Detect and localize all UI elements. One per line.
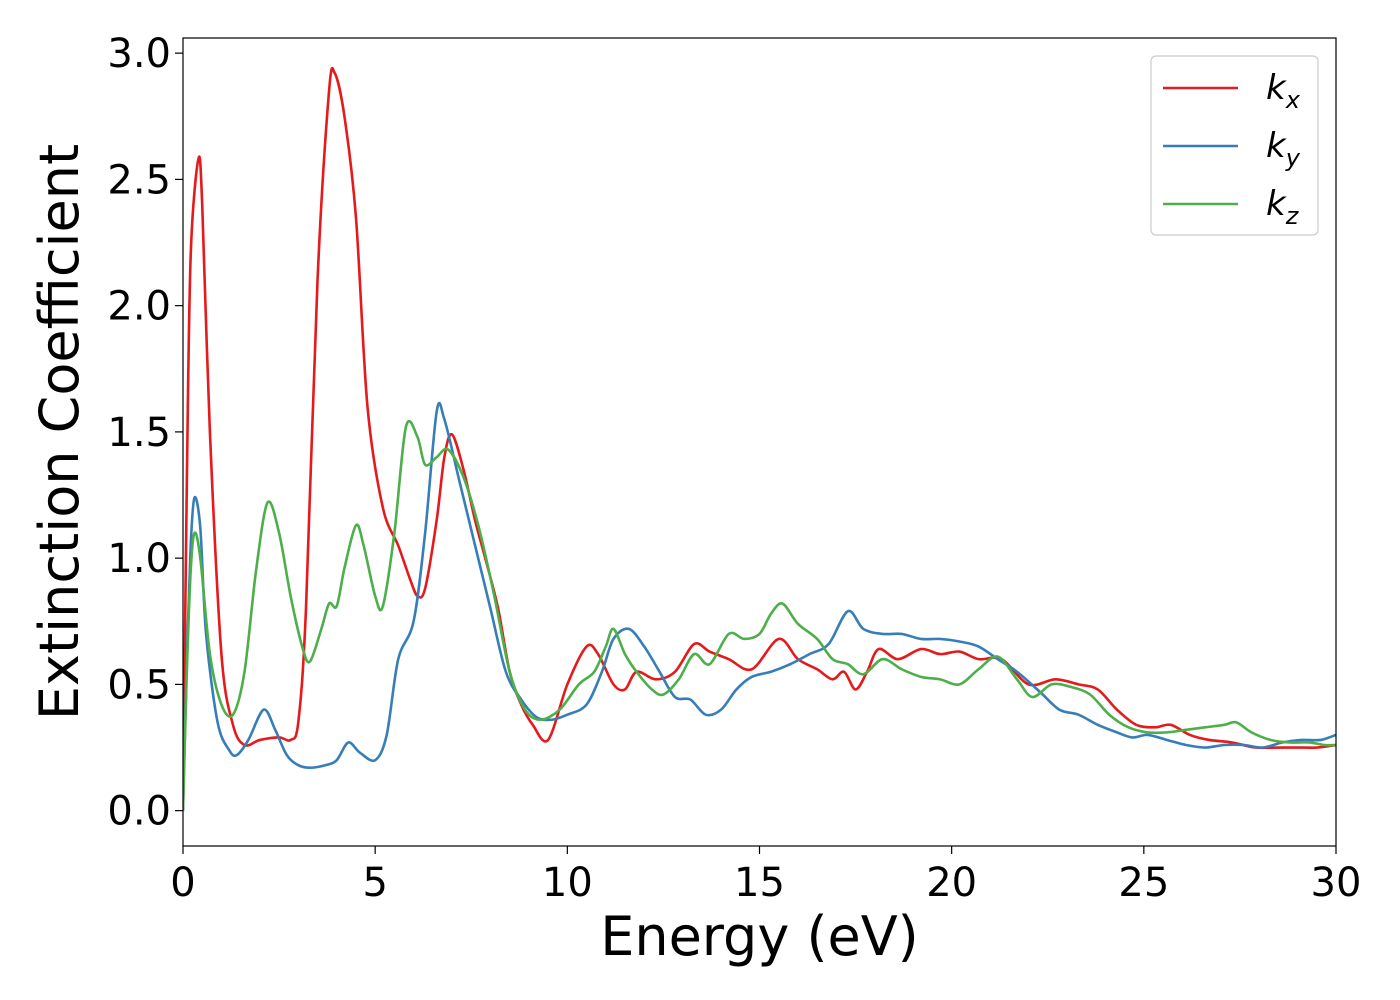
y-tick-label: 1.0 <box>107 536 171 582</box>
series-line-z <box>183 419 1336 811</box>
x-tick-label: 25 <box>1118 860 1169 906</box>
ticks-layer: 0 5 10 15 20 25 30 0.0 0.5 1.0 1.5 2.0 2.5 3.0 <box>107 31 1361 906</box>
x-tick-label: 10 <box>542 860 593 906</box>
x-tick-label: 5 <box>362 860 387 906</box>
y-tick-label: 0.0 <box>107 789 171 835</box>
y-tick-label: 3.0 <box>107 31 171 77</box>
x-tick-label: 0 <box>170 860 195 906</box>
series-line-y <box>183 401 1336 811</box>
y-axis-title: Extinction Coefficient <box>28 144 91 720</box>
x-tick-label: 30 <box>1311 860 1362 906</box>
x-tick-label: 20 <box>926 860 977 906</box>
x-axis-title: Energy (eV) <box>600 905 919 968</box>
x-tick-label: 15 <box>734 860 785 906</box>
y-tick-label: 2.0 <box>107 284 171 330</box>
series-layer <box>183 66 1336 811</box>
y-tick-label: 0.5 <box>107 662 171 708</box>
y-tick-label: 2.5 <box>107 157 171 203</box>
y-tick-label: 1.5 <box>107 410 171 456</box>
series-line-x <box>183 66 1336 811</box>
